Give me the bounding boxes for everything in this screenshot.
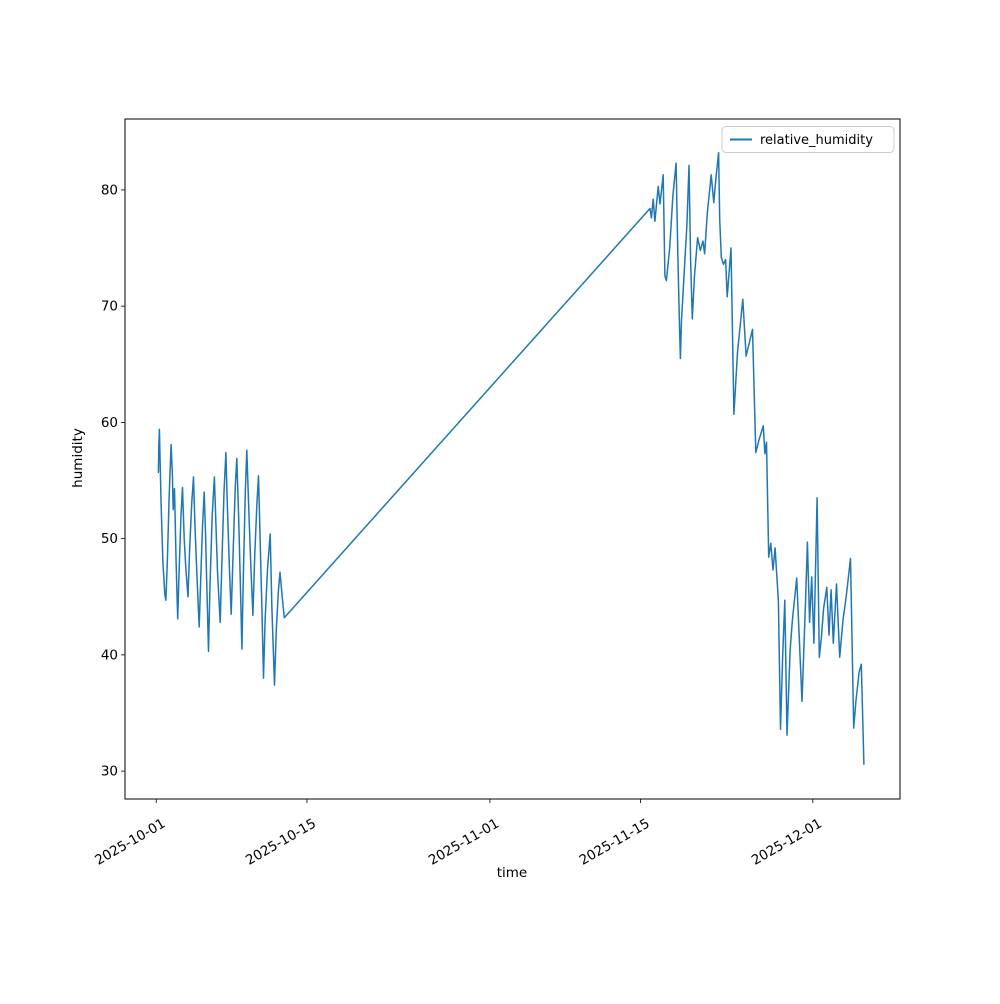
plot-border bbox=[124, 118, 901, 800]
plot-area bbox=[125, 119, 900, 799]
y-tick-label: 50 bbox=[101, 531, 118, 547]
legend-box bbox=[721, 126, 895, 153]
x-tick-label: 2025-10-15 bbox=[243, 816, 319, 869]
legend: relative_humidity bbox=[721, 126, 895, 153]
x-tick-label: 2025-11-01 bbox=[426, 816, 502, 869]
legend-label: relative_humidity bbox=[760, 133, 873, 148]
x-tick-label: 2025-10-01 bbox=[92, 816, 168, 869]
y-tick-label: 30 bbox=[101, 764, 118, 780]
y-axis-label: humidity bbox=[70, 428, 86, 488]
x-axis-ticks: 2025-10-01 2025-10-15 2025-11-01 2025-11-15… bbox=[92, 799, 825, 869]
y-tick-label: 70 bbox=[101, 299, 118, 315]
y-tick-label: 60 bbox=[101, 415, 118, 431]
y-tick-label: 80 bbox=[101, 182, 118, 198]
y-axis-ticks: 30 40 50 60 70 80 bbox=[101, 182, 125, 780]
x-tick-label: 2025-11-15 bbox=[577, 816, 653, 869]
x-axis-label: time bbox=[497, 865, 528, 881]
series-layer bbox=[157, 151, 865, 765]
x-tick-label: 2025-12-01 bbox=[749, 816, 825, 869]
y-tick-label: 40 bbox=[101, 647, 118, 663]
series-line-relative_humidity bbox=[157, 151, 865, 765]
